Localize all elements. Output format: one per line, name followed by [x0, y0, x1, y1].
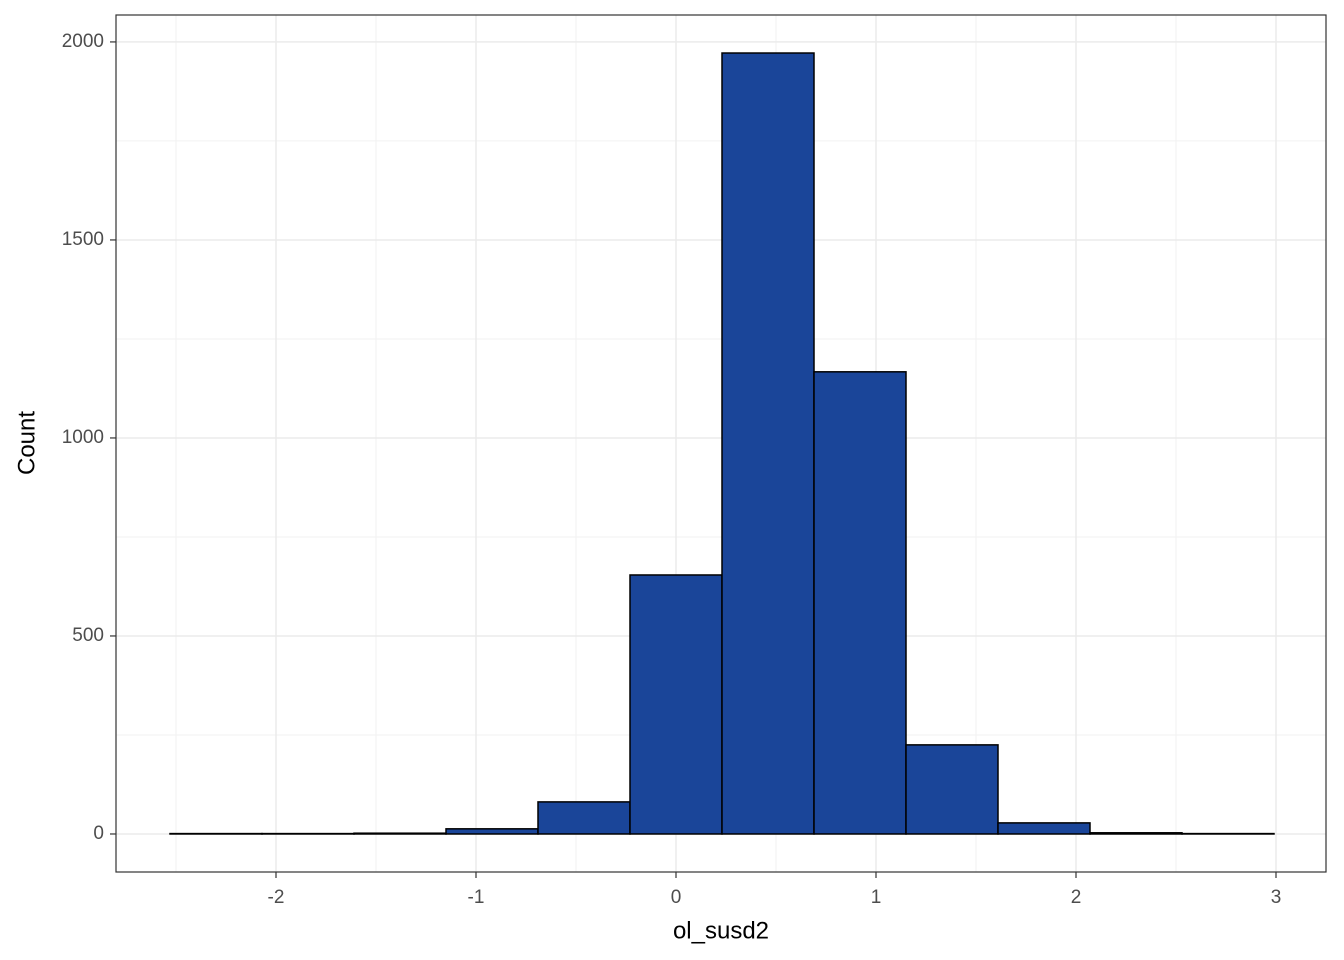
y-axis-title: Count	[13, 411, 40, 475]
x-tick-label: 2	[1071, 887, 1082, 908]
bar	[813, 371, 907, 835]
y-tick-label: 1500	[62, 229, 104, 250]
bar	[537, 801, 631, 835]
y-tick-label: 1000	[62, 427, 104, 448]
x-axis-title: ol_susd2	[673, 917, 769, 944]
x-tick-label: 3	[1271, 887, 1282, 908]
grid	[116, 15, 1326, 872]
bar	[353, 832, 447, 835]
bar	[721, 52, 815, 835]
x-tick-label: 0	[671, 887, 682, 908]
bars	[169, 52, 1275, 835]
bar	[629, 574, 723, 835]
x-tick-label: -1	[468, 887, 485, 908]
x-tick-label: -2	[268, 887, 285, 908]
y-tick-label: 2000	[62, 31, 104, 52]
bar	[905, 744, 999, 835]
y-tick-label: 500	[72, 625, 104, 646]
y-tick-label: 0	[93, 823, 104, 844]
x-tick-label: 1	[871, 887, 882, 908]
panel-border	[115, 14, 1327, 873]
bar	[445, 828, 539, 835]
bar	[997, 822, 1091, 835]
bar	[1089, 832, 1183, 835]
